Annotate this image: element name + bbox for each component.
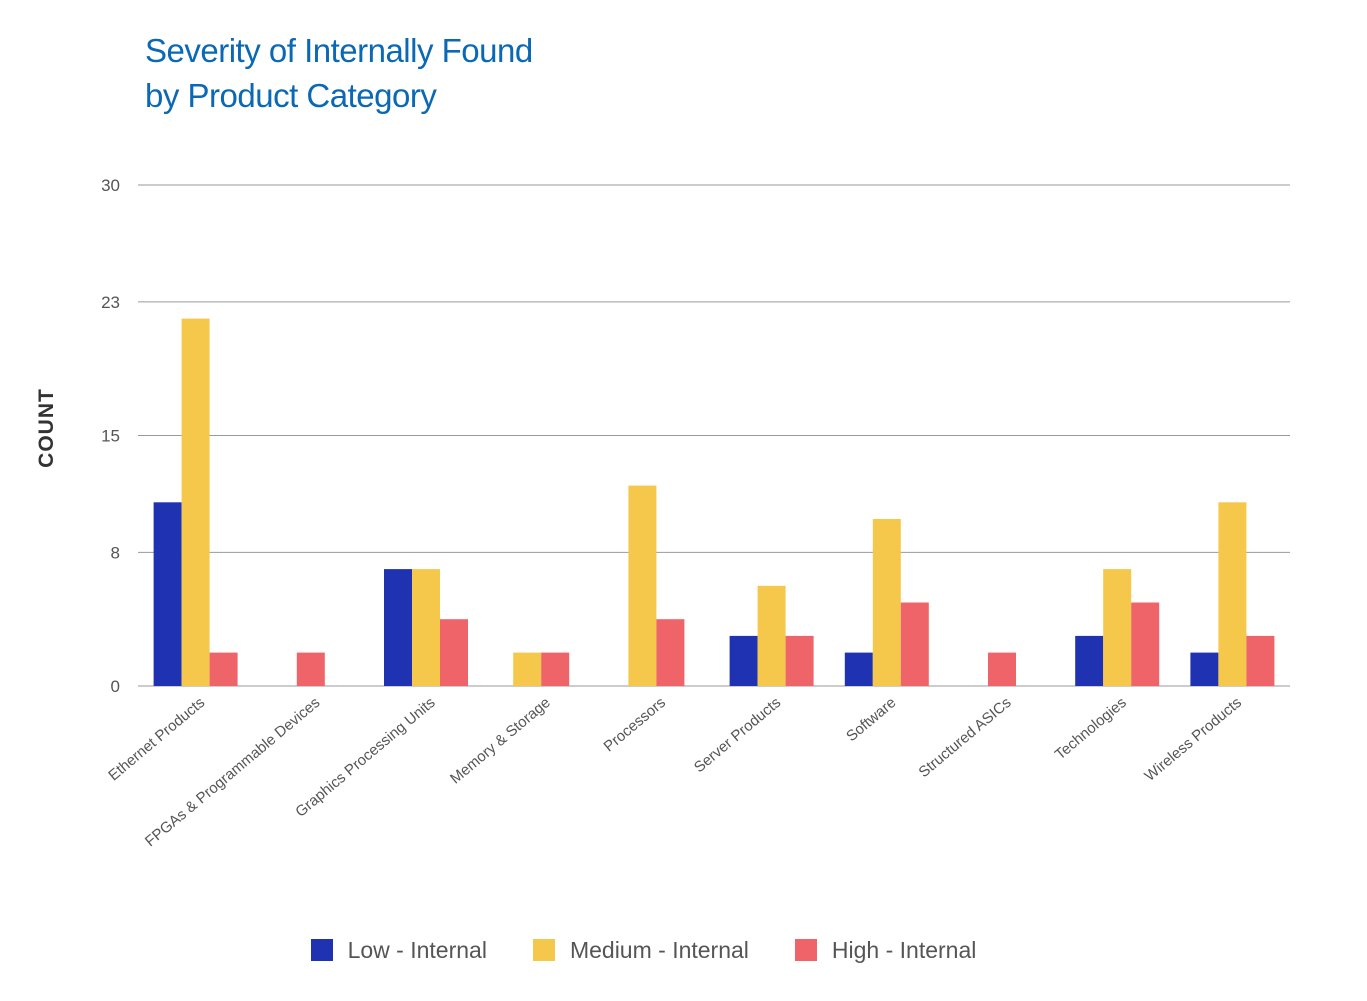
y-tick-label: 15 bbox=[101, 427, 120, 446]
legend-swatch-low bbox=[310, 939, 333, 961]
x-tick-label: Software bbox=[843, 694, 899, 745]
bar-medium-5 bbox=[628, 485, 657, 686]
bar-low-7 bbox=[844, 652, 873, 686]
gridlines bbox=[138, 184, 1290, 687]
bar-high-2 bbox=[296, 652, 325, 686]
bar-high-10 bbox=[1246, 635, 1275, 686]
bars bbox=[153, 318, 1275, 686]
x-tick-label: Processors bbox=[601, 694, 669, 755]
x-tick-label: Wireless Products bbox=[1141, 694, 1245, 785]
bar-medium-10 bbox=[1218, 502, 1247, 686]
bar-high-6 bbox=[785, 635, 814, 686]
x-tick-label: Server Products bbox=[691, 694, 784, 776]
legend: Low - Internal Medium - Internal High - … bbox=[0, 930, 1367, 970]
y-axis-label: COUNT bbox=[35, 388, 58, 468]
bar-medium-3 bbox=[412, 569, 440, 686]
bar-medium-6 bbox=[757, 585, 786, 686]
bar-medium-4 bbox=[513, 652, 542, 686]
legend-item-low: Low - Internal bbox=[310, 930, 487, 970]
x-tick-label: Ethernet Products bbox=[105, 694, 208, 784]
legend-label-high: High - Internal bbox=[831, 936, 977, 963]
chart-title-line-2: by Product Category bbox=[145, 77, 437, 114]
bar-low-10 bbox=[1190, 652, 1219, 686]
legend-label-medium: Medium - Internal bbox=[569, 936, 749, 963]
bar-high-3 bbox=[440, 619, 468, 686]
y-tick-label: 0 bbox=[111, 677, 120, 696]
legend-label-low: Low - Internal bbox=[347, 936, 487, 963]
y-tick-label: 8 bbox=[111, 543, 120, 562]
bar-low-9 bbox=[1075, 635, 1104, 686]
bar-high-1 bbox=[209, 652, 238, 686]
y-tick-label: 30 bbox=[101, 176, 120, 195]
bar-medium-9 bbox=[1103, 569, 1132, 686]
bar-high-4 bbox=[541, 652, 570, 686]
bar-high-8 bbox=[988, 652, 1016, 686]
legend-swatch-high bbox=[794, 939, 817, 961]
x-tick-label: Technologies bbox=[1052, 694, 1130, 763]
x-tick-label: Structured ASICs bbox=[916, 694, 1015, 781]
bar-medium-1 bbox=[181, 318, 210, 686]
legend-item-medium: Medium - Internal bbox=[532, 930, 749, 970]
bar-high-5 bbox=[656, 619, 685, 686]
chart-title-line-1: Severity of Internally Found bbox=[145, 32, 533, 69]
chart-title: Severity of Internally Found by Product … bbox=[145, 28, 533, 118]
bar-low-3 bbox=[384, 569, 412, 686]
bar-low-6 bbox=[729, 635, 758, 686]
bar-high-7 bbox=[900, 602, 929, 686]
bar-low-1 bbox=[153, 502, 182, 686]
legend-item-high: High - Internal bbox=[794, 930, 977, 970]
bar-high-9 bbox=[1131, 602, 1160, 686]
y-axis-ticks: 0 8 15 23 30 bbox=[101, 176, 120, 696]
bar-medium-7 bbox=[872, 519, 901, 686]
x-tick-label: Memory & Storage bbox=[447, 694, 554, 787]
y-tick-label: 23 bbox=[101, 293, 120, 312]
legend-swatch-medium bbox=[532, 939, 555, 961]
